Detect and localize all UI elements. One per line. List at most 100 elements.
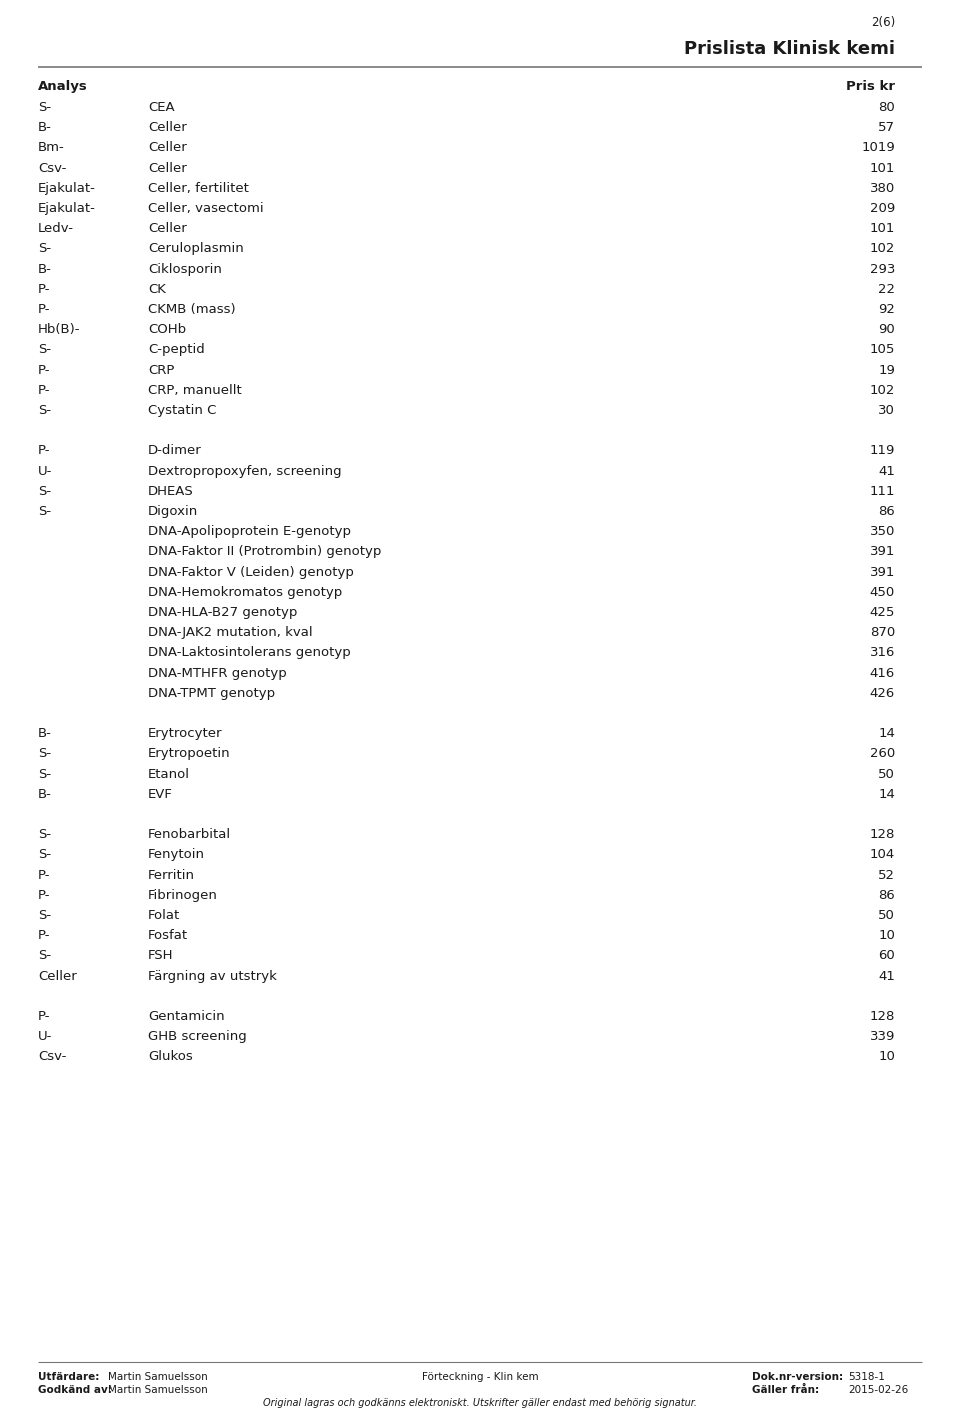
Text: 41: 41 bbox=[878, 969, 895, 982]
Text: P-: P- bbox=[38, 1010, 51, 1023]
Text: Folat: Folat bbox=[148, 909, 180, 921]
Text: Godkänd av:: Godkänd av: bbox=[38, 1386, 112, 1395]
Text: FSH: FSH bbox=[148, 950, 174, 962]
Text: Celler, vasectomi: Celler, vasectomi bbox=[148, 202, 264, 214]
Text: 86: 86 bbox=[878, 889, 895, 902]
Text: P-: P- bbox=[38, 889, 51, 902]
Text: DNA-MTHFR genotyp: DNA-MTHFR genotyp bbox=[148, 666, 287, 680]
Text: 52: 52 bbox=[878, 869, 895, 882]
Text: 209: 209 bbox=[870, 202, 895, 214]
Text: Fosfat: Fosfat bbox=[148, 930, 188, 943]
Text: Fibrinogen: Fibrinogen bbox=[148, 889, 218, 902]
Text: 101: 101 bbox=[870, 222, 895, 236]
Text: D-dimer: D-dimer bbox=[148, 444, 202, 457]
Text: CKMB (mass): CKMB (mass) bbox=[148, 303, 235, 316]
Text: Csv-: Csv- bbox=[38, 162, 66, 175]
Text: 19: 19 bbox=[878, 364, 895, 377]
Text: Celler: Celler bbox=[148, 141, 187, 154]
Text: DNA-TPMT genotyp: DNA-TPMT genotyp bbox=[148, 687, 276, 700]
Text: S-: S- bbox=[38, 828, 51, 841]
Text: S-: S- bbox=[38, 768, 51, 780]
Text: 14: 14 bbox=[878, 727, 895, 741]
Text: Celler: Celler bbox=[148, 162, 187, 175]
Text: 391: 391 bbox=[870, 566, 895, 579]
Text: EVF: EVF bbox=[148, 787, 173, 801]
Text: P-: P- bbox=[38, 384, 51, 396]
Text: 111: 111 bbox=[870, 485, 895, 498]
Text: 86: 86 bbox=[878, 505, 895, 518]
Text: Dextropropoxyfen, screening: Dextropropoxyfen, screening bbox=[148, 464, 342, 477]
Text: S-: S- bbox=[38, 909, 51, 921]
Text: Glukos: Glukos bbox=[148, 1050, 193, 1064]
Text: S-: S- bbox=[38, 485, 51, 498]
Text: 380: 380 bbox=[870, 182, 895, 195]
Text: S-: S- bbox=[38, 343, 51, 357]
Text: 80: 80 bbox=[878, 102, 895, 114]
Text: P-: P- bbox=[38, 869, 51, 882]
Text: 2(6): 2(6) bbox=[871, 16, 895, 30]
Text: Analys: Analys bbox=[38, 80, 87, 93]
Text: DHEAS: DHEAS bbox=[148, 485, 194, 498]
Text: Etanol: Etanol bbox=[148, 768, 190, 780]
Text: Celler: Celler bbox=[148, 222, 187, 236]
Text: P-: P- bbox=[38, 444, 51, 457]
Text: U-: U- bbox=[38, 1030, 53, 1043]
Text: DNA-Faktor V (Leiden) genotyp: DNA-Faktor V (Leiden) genotyp bbox=[148, 566, 354, 579]
Text: 339: 339 bbox=[870, 1030, 895, 1043]
Text: 102: 102 bbox=[870, 384, 895, 396]
Text: DNA-HLA-B27 genotyp: DNA-HLA-B27 genotyp bbox=[148, 605, 298, 619]
Text: 119: 119 bbox=[870, 444, 895, 457]
Text: 104: 104 bbox=[870, 848, 895, 861]
Text: 60: 60 bbox=[878, 950, 895, 962]
Text: 41: 41 bbox=[878, 464, 895, 477]
Text: 5318-1: 5318-1 bbox=[848, 1371, 885, 1381]
Text: Ceruloplasmin: Ceruloplasmin bbox=[148, 243, 244, 255]
Text: P-: P- bbox=[38, 930, 51, 943]
Text: Csv-: Csv- bbox=[38, 1050, 66, 1064]
Text: 450: 450 bbox=[870, 586, 895, 598]
Text: 260: 260 bbox=[870, 748, 895, 761]
Text: Celler, fertilitet: Celler, fertilitet bbox=[148, 182, 249, 195]
Text: 426: 426 bbox=[870, 687, 895, 700]
Text: 425: 425 bbox=[870, 605, 895, 619]
Text: 50: 50 bbox=[878, 909, 895, 921]
Text: S-: S- bbox=[38, 102, 51, 114]
Text: B-: B- bbox=[38, 727, 52, 741]
Text: 870: 870 bbox=[870, 626, 895, 639]
Text: Fenytoin: Fenytoin bbox=[148, 848, 205, 861]
Text: Cystatin C: Cystatin C bbox=[148, 404, 216, 418]
Text: S-: S- bbox=[38, 505, 51, 518]
Text: Erytrocyter: Erytrocyter bbox=[148, 727, 223, 741]
Text: 391: 391 bbox=[870, 546, 895, 559]
Text: Ejakulat-: Ejakulat- bbox=[38, 202, 96, 214]
Text: P-: P- bbox=[38, 364, 51, 377]
Text: S-: S- bbox=[38, 243, 51, 255]
Text: C-peptid: C-peptid bbox=[148, 343, 204, 357]
Text: 2015-02-26: 2015-02-26 bbox=[848, 1386, 908, 1395]
Text: 416: 416 bbox=[870, 666, 895, 680]
Text: P-: P- bbox=[38, 282, 51, 296]
Text: Ferritin: Ferritin bbox=[148, 869, 195, 882]
Text: Digoxin: Digoxin bbox=[148, 505, 199, 518]
Text: B-: B- bbox=[38, 262, 52, 275]
Text: 293: 293 bbox=[870, 262, 895, 275]
Text: Ledv-: Ledv- bbox=[38, 222, 74, 236]
Text: Pris kr: Pris kr bbox=[846, 80, 895, 93]
Text: Ejakulat-: Ejakulat- bbox=[38, 182, 96, 195]
Text: 101: 101 bbox=[870, 162, 895, 175]
Text: 350: 350 bbox=[870, 525, 895, 538]
Text: S-: S- bbox=[38, 748, 51, 761]
Text: Dok.nr-version:: Dok.nr-version: bbox=[752, 1371, 843, 1381]
Text: S-: S- bbox=[38, 848, 51, 861]
Text: CRP: CRP bbox=[148, 364, 175, 377]
Text: Ciklosporin: Ciklosporin bbox=[148, 262, 222, 275]
Text: Gentamicin: Gentamicin bbox=[148, 1010, 225, 1023]
Text: Fenobarbital: Fenobarbital bbox=[148, 828, 231, 841]
Text: Bm-: Bm- bbox=[38, 141, 64, 154]
Text: DNA-Laktosintolerans genotyp: DNA-Laktosintolerans genotyp bbox=[148, 646, 350, 659]
Text: 92: 92 bbox=[878, 303, 895, 316]
Text: DNA-Faktor II (Protrombin) genotyp: DNA-Faktor II (Protrombin) genotyp bbox=[148, 546, 381, 559]
Text: 128: 128 bbox=[870, 828, 895, 841]
Text: DNA-Hemokromatos genotyp: DNA-Hemokromatos genotyp bbox=[148, 586, 343, 598]
Text: CRP, manuellt: CRP, manuellt bbox=[148, 384, 242, 396]
